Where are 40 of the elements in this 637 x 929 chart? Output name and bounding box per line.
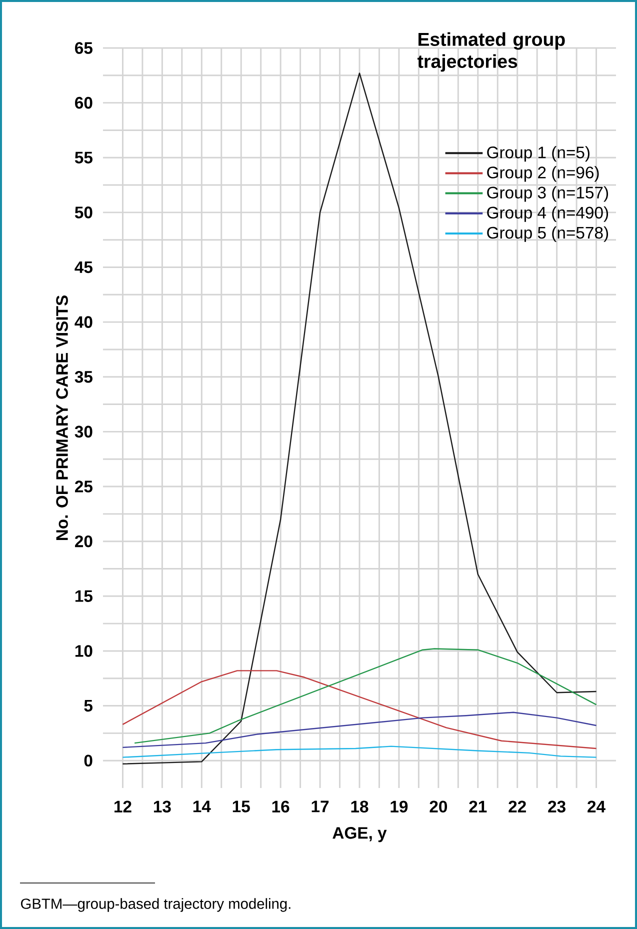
- x-tick-label: 19: [390, 800, 408, 813]
- y-tick-label: 50: [74, 206, 92, 218]
- y-axis-title: No. OF PRIMARY CARE VISITS: [56, 296, 68, 540]
- x-tick-label: 17: [312, 800, 329, 812]
- legend-label: Group 5 (n=578): [487, 226, 608, 242]
- x-tick-label: 12: [114, 800, 132, 812]
- y-tick-label: 25: [75, 480, 92, 492]
- y-tick-label: 20: [75, 535, 92, 548]
- y-tick-label: 65: [75, 42, 92, 54]
- legend-label: Group 4 (n=490): [487, 206, 608, 222]
- legend-title: Estimated group trajectories: [418, 32, 565, 72]
- x-tick-label: 13: [154, 800, 171, 813]
- y-tick-label: 45: [74, 261, 92, 274]
- x-tick-label: 14: [193, 800, 211, 812]
- x-tick-label: 22: [508, 800, 526, 812]
- x-tick-label: 23: [548, 800, 566, 813]
- y-tick-label: 60: [75, 96, 92, 109]
- x-tick-label: 24: [588, 800, 606, 812]
- y-tick-label: 0: [84, 754, 92, 766]
- text: GBTM—group-based trajectory modeling.: [21, 898, 290, 912]
- x-axis-title: AGE, y: [332, 827, 387, 842]
- legend-label: Group 3 (n=157): [487, 186, 608, 202]
- legend-label: Group 1 (n=5): [487, 146, 590, 162]
- line-series: [122, 670, 597, 750]
- y-tick-label: 55: [74, 152, 92, 164]
- x-tick-label: 21: [469, 800, 487, 812]
- line-series: [122, 746, 597, 758]
- line-series: [122, 712, 597, 748]
- x-tick-label: 18: [351, 800, 368, 813]
- x-tick-label: 15: [232, 800, 250, 812]
- y-tick-label: 10: [75, 645, 92, 657]
- y-tick-label: 5: [84, 700, 92, 712]
- line-series: [134, 648, 597, 744]
- x-tick-label: 20: [430, 800, 448, 813]
- y-tick-label: 35: [74, 370, 92, 383]
- y-tick-label: 30: [74, 426, 92, 438]
- legend-label: Group 2 (n=96): [487, 166, 599, 182]
- x-tick-label: 16: [272, 800, 290, 813]
- y-tick-label: 40: [74, 316, 92, 328]
- y-tick-label: 15: [75, 590, 92, 602]
